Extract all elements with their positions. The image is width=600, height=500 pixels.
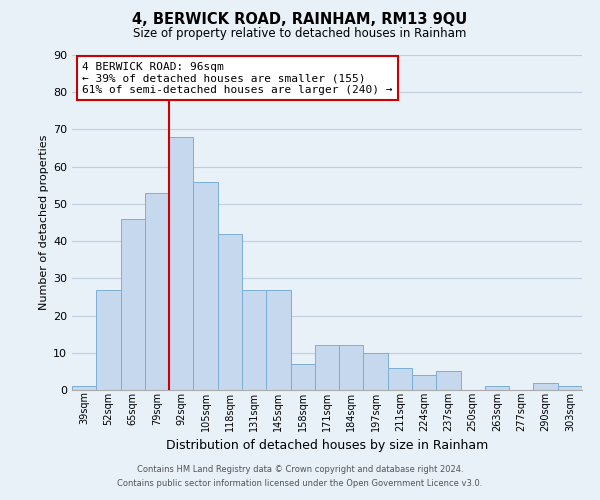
Bar — [412, 375, 436, 390]
Bar — [290, 364, 315, 390]
Bar — [388, 368, 412, 390]
Bar — [121, 219, 145, 390]
Bar — [315, 346, 339, 390]
Bar — [364, 353, 388, 390]
Y-axis label: Number of detached properties: Number of detached properties — [39, 135, 49, 310]
Text: Contains HM Land Registry data © Crown copyright and database right 2024.
Contai: Contains HM Land Registry data © Crown c… — [118, 466, 482, 487]
Bar — [193, 182, 218, 390]
Text: 4 BERWICK ROAD: 96sqm
← 39% of detached houses are smaller (155)
61% of semi-det: 4 BERWICK ROAD: 96sqm ← 39% of detached … — [82, 62, 392, 95]
Bar — [533, 382, 558, 390]
Text: 4, BERWICK ROAD, RAINHAM, RM13 9QU: 4, BERWICK ROAD, RAINHAM, RM13 9QU — [133, 12, 467, 28]
Bar — [218, 234, 242, 390]
Bar — [96, 290, 121, 390]
X-axis label: Distribution of detached houses by size in Rainham: Distribution of detached houses by size … — [166, 439, 488, 452]
Bar — [145, 192, 169, 390]
Bar — [339, 346, 364, 390]
Bar — [436, 372, 461, 390]
Bar — [558, 386, 582, 390]
Bar — [242, 290, 266, 390]
Bar — [266, 290, 290, 390]
Bar — [169, 137, 193, 390]
Bar — [72, 386, 96, 390]
Bar — [485, 386, 509, 390]
Text: Size of property relative to detached houses in Rainham: Size of property relative to detached ho… — [133, 28, 467, 40]
